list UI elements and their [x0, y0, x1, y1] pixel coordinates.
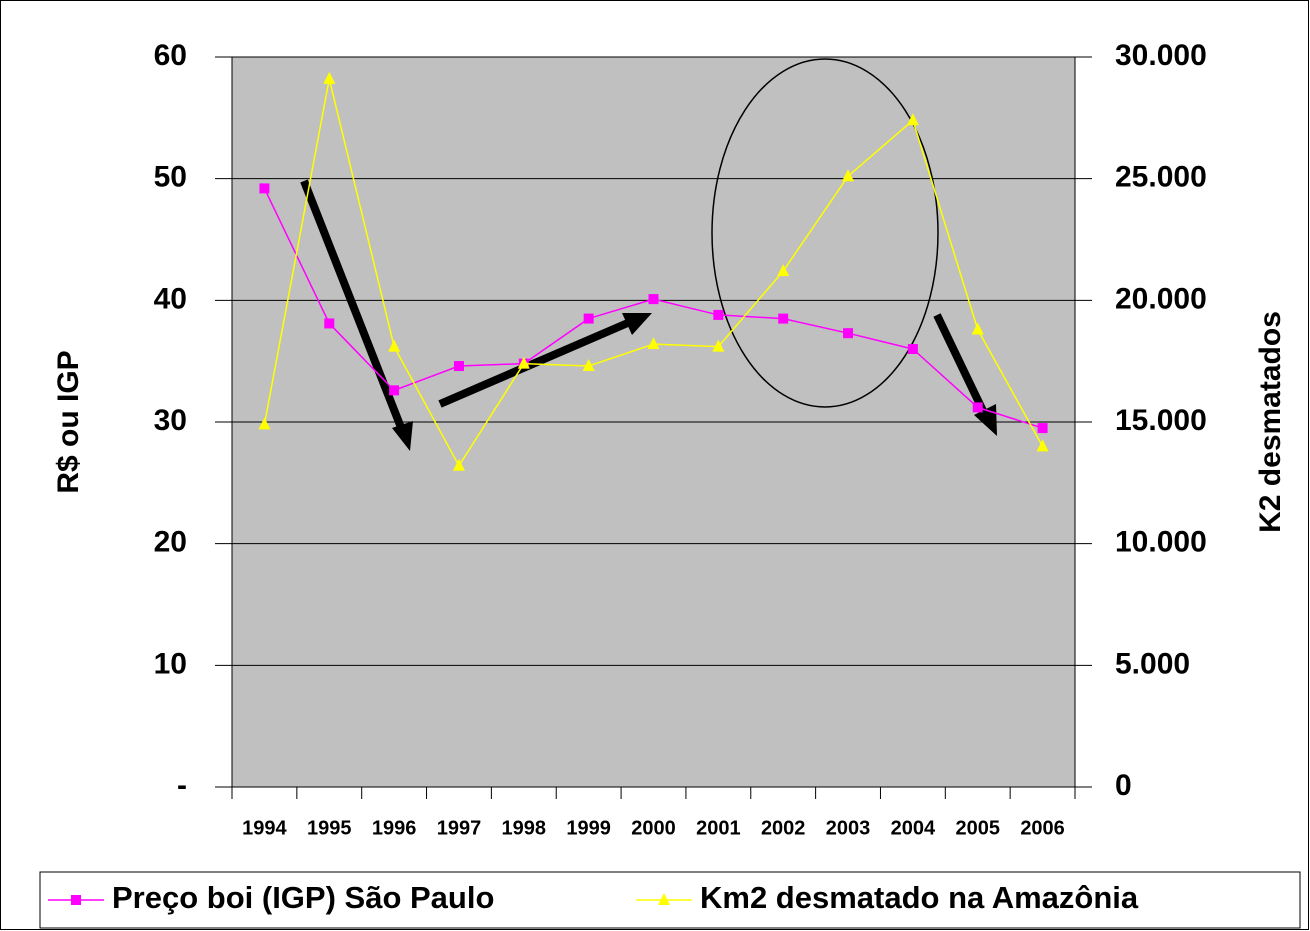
- point-marker: [389, 385, 400, 396]
- point-marker: [453, 361, 464, 372]
- point-marker: [843, 328, 854, 339]
- point-marker: [323, 71, 336, 84]
- x-tick-label: 1995: [307, 817, 352, 839]
- x-tick-label: 2004: [891, 817, 936, 839]
- x-tick-label: 1996: [372, 817, 417, 839]
- y2-tick-label: 20.000: [1115, 282, 1207, 315]
- legend-label: Preço boi (IGP) São Paulo: [112, 880, 494, 915]
- point-marker: [582, 359, 595, 372]
- x-tick-label: 2003: [826, 817, 871, 839]
- point-marker: [517, 356, 530, 369]
- y-tick-label: 60: [154, 39, 187, 72]
- point-marker: [972, 402, 983, 413]
- point-marker: [324, 318, 335, 329]
- y2-tick-label: 15.000: [1115, 404, 1207, 437]
- arrow: [933, 313, 989, 417]
- point-marker: [647, 337, 660, 350]
- point-marker: [452, 458, 465, 471]
- x-tick-label: 2001: [696, 817, 741, 839]
- x-tick-label: 1999: [566, 817, 611, 839]
- point-marker: [648, 294, 659, 305]
- plot-area: [232, 56, 1075, 788]
- point-marker: [1036, 439, 1049, 452]
- x-tick-label: 1994: [242, 817, 287, 839]
- point-marker: [1037, 423, 1048, 434]
- y-tick-label: -: [177, 769, 187, 802]
- y2-tick-label: 30.000: [1115, 39, 1207, 72]
- point-marker: [906, 113, 919, 126]
- arrowhead: [392, 421, 413, 451]
- y-tick-label: 10: [154, 647, 187, 680]
- x-tick-label: 2000: [631, 817, 676, 839]
- point-marker: [712, 339, 725, 352]
- arrow: [438, 318, 632, 408]
- y2-tick-label: 5.000: [1115, 647, 1190, 680]
- x-tick-label: 2006: [1020, 817, 1065, 839]
- legend-label: Km2 desmatado na Amazônia: [700, 880, 1139, 915]
- point-marker: [777, 264, 790, 277]
- point-marker: [842, 169, 855, 182]
- y2-tick-label: 0: [1115, 769, 1132, 802]
- point-marker: [259, 183, 270, 194]
- point-marker: [71, 895, 81, 905]
- arrowhead: [622, 313, 652, 335]
- annotations: [300, 58, 997, 451]
- point-marker: [658, 893, 670, 905]
- x-tick-label: 1998: [502, 817, 547, 839]
- point-marker: [258, 417, 271, 430]
- y-tick-label: 40: [154, 282, 187, 315]
- y-axis-label: R$ ou IGP: [52, 350, 85, 493]
- point-marker: [971, 322, 984, 335]
- x-tick-label: 1997: [437, 817, 482, 839]
- y2-tick-label: 10.000: [1115, 526, 1207, 559]
- x-tick-label: 2005: [955, 817, 1000, 839]
- arrow: [300, 179, 406, 432]
- y-tick-label: 20: [154, 526, 187, 559]
- point-marker: [388, 339, 401, 352]
- y-tick-label: 30: [154, 404, 187, 437]
- y2-tick-label: 25.000: [1115, 161, 1207, 194]
- point-marker: [778, 313, 789, 324]
- y2-axis-label: K2 desmatados: [1254, 311, 1287, 533]
- x-tick-label: 2002: [761, 817, 806, 839]
- point-marker: [713, 309, 724, 320]
- point-marker: [907, 344, 918, 354]
- highlight-ellipse: [711, 58, 939, 408]
- point-marker: [583, 313, 594, 324]
- y-tick-label: 50: [154, 161, 187, 194]
